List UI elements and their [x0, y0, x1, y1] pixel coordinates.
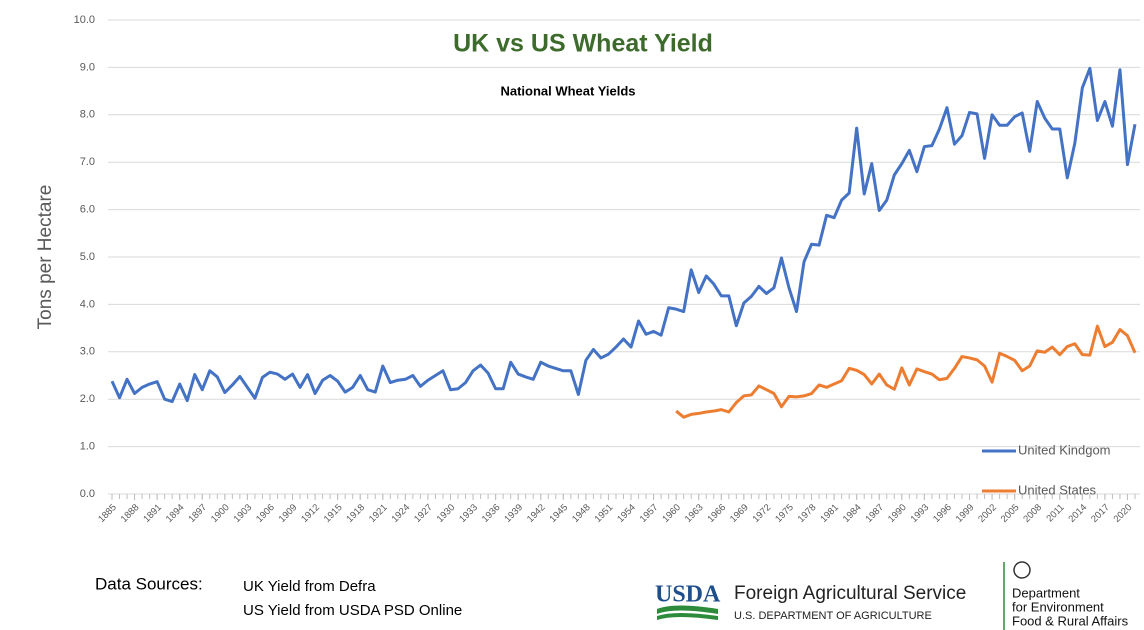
- y-tick-label: 4.0: [80, 298, 95, 310]
- y-tick-label: 8.0: [80, 109, 95, 121]
- chart-title: UK vs US Wheat Yield: [453, 30, 713, 58]
- y-tick-label: 6.0: [80, 204, 95, 216]
- y-tick-label: 9.0: [80, 61, 95, 73]
- legend-label: United States: [1018, 482, 1097, 497]
- usda-mark: USDA: [655, 582, 721, 608]
- usda-wave: [657, 605, 718, 614]
- usda-agency: Foreign Agricultural Service: [734, 583, 966, 604]
- line: [675, 324, 1137, 419]
- defra-logo: Department for Environment Food & Rural …: [1003, 561, 1129, 630]
- defra-name: for Environment: [1012, 599, 1104, 614]
- sources-label: Data Sources:: [95, 574, 203, 593]
- source: US Yield from USDA PSD Online: [243, 602, 462, 619]
- chart-subtitle: National Wheat Yields: [500, 83, 635, 98]
- y-tick-label: 1.0: [80, 441, 95, 453]
- source: UK Yield from Defra: [243, 578, 376, 595]
- usda-wave: [657, 613, 718, 620]
- defra-name: Food & Rural Affairs: [1012, 613, 1129, 628]
- y-tick-label: 0.0: [80, 488, 95, 500]
- y-tick-label: 2.0: [80, 393, 95, 405]
- usda-logo: USDA Foreign Agricultural Service U.S. D…: [655, 582, 966, 622]
- y-axis-label: Tons per Hectare: [35, 185, 56, 330]
- defra-crest: [1013, 561, 1031, 579]
- y-tick-label: 7.0: [80, 156, 95, 168]
- usda-dept: U.S. DEPARTMENT OF AGRICULTURE: [734, 610, 932, 622]
- line: [110, 66, 1137, 404]
- defra-name: Department: [1012, 585, 1080, 600]
- y-tick-label: 10.0: [74, 14, 95, 26]
- y-tick-label: 3.0: [80, 346, 95, 358]
- legend-label: United Kindgom: [1018, 442, 1111, 457]
- y-tick-label: 5.0: [80, 251, 95, 263]
